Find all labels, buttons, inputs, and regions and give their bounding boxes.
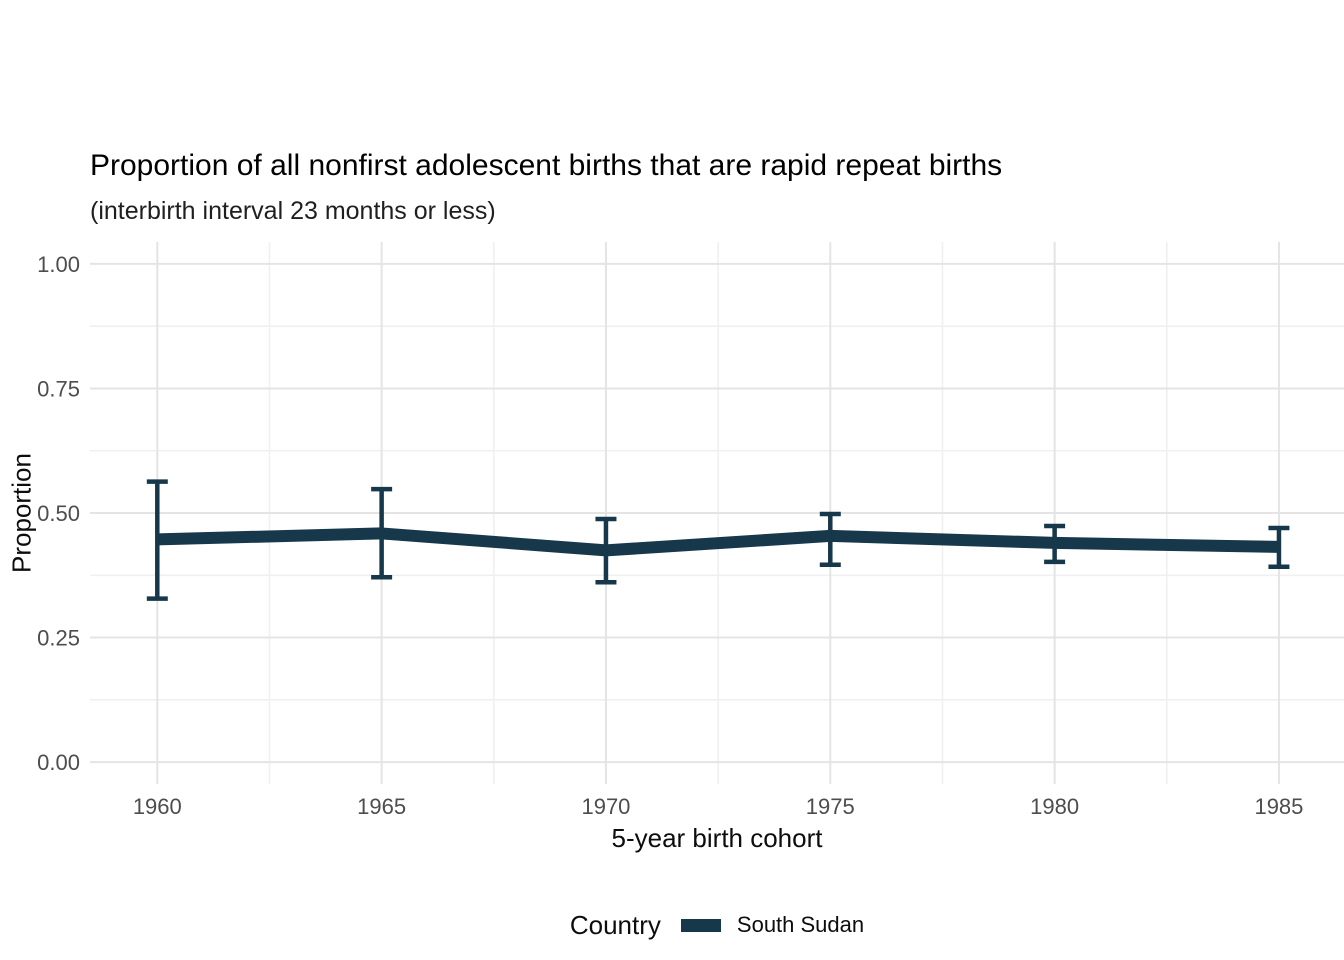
gridlines-major xyxy=(90,242,1344,784)
chart-subtitle: (interbirth interval 23 months or less) xyxy=(90,197,496,225)
x-tick-label: 1970 xyxy=(581,794,630,819)
error-bar-1960 xyxy=(146,479,168,601)
legend-swatch-south-sudan xyxy=(680,918,721,932)
x-tick-label: 1980 xyxy=(1030,794,1079,819)
x-tick-label: 1960 xyxy=(133,794,182,819)
chart-title: Proportion of all nonfirst adolescent bi… xyxy=(90,149,1003,182)
y-tick-label: 0.50 xyxy=(37,501,80,526)
x-axis-title: 5-year birth cohort xyxy=(611,823,823,853)
series-line-south-sudan xyxy=(157,527,1280,557)
y-tick-label: 0.00 xyxy=(37,750,80,775)
y-tick-label: 1.00 xyxy=(37,252,80,277)
error-bar-1985 xyxy=(1268,525,1290,570)
y-axis-title: Proportion xyxy=(6,453,37,573)
y-tick-label: 0.75 xyxy=(37,376,80,401)
x-tick-label: 1975 xyxy=(806,794,855,819)
legend-title: Country xyxy=(569,909,661,940)
y-tick-label: 0.25 xyxy=(37,626,80,651)
legend: Country South Sudan xyxy=(90,905,1344,945)
legend-label-south-sudan: South Sudan xyxy=(736,912,865,937)
x-tick-label: 1965 xyxy=(357,794,406,819)
x-tick-label: 1985 xyxy=(1254,794,1303,819)
tick-labels: 0.00 0.25 0.50 0.75 1.00 1960 1965 1970 1975 1980… xyxy=(37,252,1303,819)
